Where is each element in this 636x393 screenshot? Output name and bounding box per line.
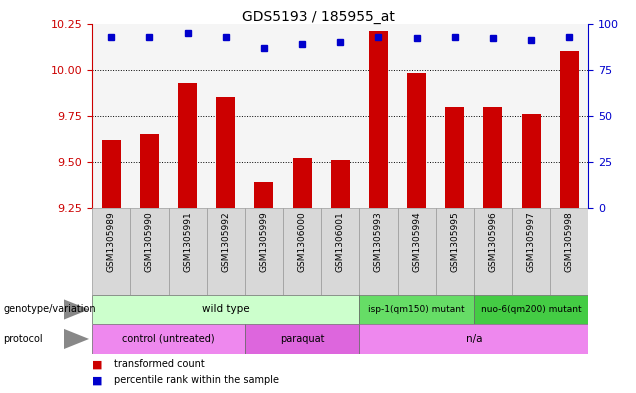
Text: wild type: wild type	[202, 305, 249, 314]
Text: GSM1305993: GSM1305993	[374, 211, 383, 272]
Text: GSM1305994: GSM1305994	[412, 211, 421, 272]
Bar	[293, 158, 312, 208]
Bar	[359, 324, 588, 354]
Text: GSM1305991: GSM1305991	[183, 211, 192, 272]
Bar	[550, 208, 588, 295]
Bar	[359, 208, 398, 295]
Bar	[254, 182, 273, 208]
Text: GSM1305998: GSM1305998	[565, 211, 574, 272]
Bar	[398, 208, 436, 295]
Text: genotype/variation: genotype/variation	[3, 305, 96, 314]
Bar	[512, 208, 550, 295]
Bar	[169, 208, 207, 295]
Bar	[331, 160, 350, 208]
Bar	[483, 107, 502, 208]
Text: GDS5193 / 185955_at: GDS5193 / 185955_at	[242, 10, 394, 24]
Bar	[178, 83, 197, 208]
Text: percentile rank within the sample: percentile rank within the sample	[114, 375, 279, 385]
Text: isp-1(qm150) mutant: isp-1(qm150) mutant	[368, 305, 465, 314]
Polygon shape	[64, 329, 89, 349]
Bar	[92, 295, 359, 324]
Bar	[207, 208, 245, 295]
Bar	[92, 208, 130, 295]
Text: GSM1305992: GSM1305992	[221, 211, 230, 272]
Text: paraquat: paraquat	[280, 334, 324, 344]
Text: GSM1306000: GSM1306000	[298, 211, 307, 272]
Bar	[474, 208, 512, 295]
Text: control (untreated): control (untreated)	[122, 334, 215, 344]
Bar	[140, 134, 159, 208]
Bar	[407, 73, 426, 208]
Text: GSM1305989: GSM1305989	[107, 211, 116, 272]
Text: GSM1305999: GSM1305999	[259, 211, 268, 272]
Text: transformed count: transformed count	[114, 359, 205, 369]
Bar	[445, 107, 464, 208]
Bar	[216, 97, 235, 208]
Text: GSM1305995: GSM1305995	[450, 211, 459, 272]
Text: GSM1305997: GSM1305997	[527, 211, 536, 272]
Text: nuo-6(qm200) mutant: nuo-6(qm200) mutant	[481, 305, 581, 314]
Text: GSM1306001: GSM1306001	[336, 211, 345, 272]
Bar	[245, 208, 283, 295]
Text: protocol: protocol	[3, 334, 43, 344]
Text: GSM1305996: GSM1305996	[488, 211, 497, 272]
Bar	[321, 208, 359, 295]
Bar	[474, 295, 588, 324]
Bar	[245, 324, 359, 354]
Bar	[283, 208, 321, 295]
Polygon shape	[64, 299, 89, 320]
Text: GSM1305990: GSM1305990	[145, 211, 154, 272]
Text: ■: ■	[92, 375, 103, 385]
Bar	[369, 31, 388, 208]
Bar	[92, 324, 245, 354]
Text: n/a: n/a	[466, 334, 482, 344]
Bar	[436, 208, 474, 295]
Text: ■: ■	[92, 359, 103, 369]
Bar	[560, 51, 579, 208]
Bar	[522, 114, 541, 208]
Bar	[130, 208, 169, 295]
Bar	[359, 295, 474, 324]
Bar	[102, 140, 121, 208]
